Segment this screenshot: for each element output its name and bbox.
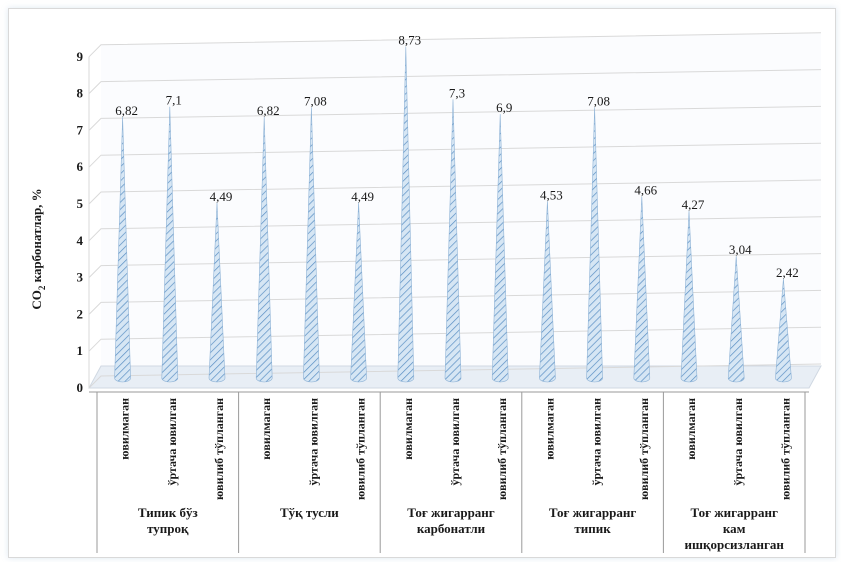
data-label: 6,82 — [115, 103, 138, 118]
group-label: Типик бўз — [138, 505, 198, 520]
data-label: 7,08 — [304, 93, 327, 108]
gridline — [88, 69, 822, 94]
group-label: Тоғ жигарранг — [407, 505, 495, 520]
data-label: 3,04 — [729, 242, 752, 257]
data-label: 7,3 — [449, 85, 465, 100]
category-label: ювилмаган — [401, 398, 415, 460]
y-tick-label: 2 — [77, 306, 84, 321]
y-tick-label: 6 — [77, 159, 84, 174]
cone-bar — [491, 114, 509, 383]
group-label: кам — [723, 521, 746, 536]
group-label: типик — [574, 521, 611, 536]
y-tick-label: 3 — [77, 270, 84, 285]
gridline — [88, 105, 822, 131]
category-label: ўртача ювилган — [448, 398, 462, 486]
cone-bar — [680, 210, 698, 383]
cone-bar — [303, 107, 320, 383]
y-axis-label: CO2 карбонатлар, % — [29, 188, 47, 309]
category-label: ўртача ювилган — [165, 398, 179, 486]
data-label: 7,08 — [587, 93, 610, 108]
y-tick-label: 8 — [77, 86, 84, 101]
data-labels: 6,82 7,1 4,49 6,82 7,08 4,49 8,73 7,3 6,9 4,53 7,0… — [115, 33, 799, 280]
category-label: ўртача ювилган — [590, 398, 604, 486]
category-label: ювилиб тўпланган — [778, 398, 792, 500]
cone-bar — [397, 46, 415, 383]
y-tick-label: 4 — [77, 233, 84, 248]
category-label: ўртача ювилган — [306, 398, 320, 486]
group-label: карбонатли — [417, 521, 486, 536]
category-label: ювилмаган — [542, 398, 556, 460]
gridlines — [88, 32, 822, 389]
x-axis-table: ювилмаган ўртача ювилган ювилиб тўпланганТ… — [89, 391, 809, 553]
cone-bar — [255, 117, 273, 383]
category-label: ювилиб тўпланган — [354, 398, 368, 500]
category-label: ювилмаган — [259, 398, 273, 460]
data-label: 6,9 — [496, 100, 512, 115]
y-tick-label: 9 — [77, 49, 84, 64]
group-label: ишқорсизланган — [685, 537, 785, 552]
gridline — [88, 253, 822, 278]
group-label: Тўқ тусли — [280, 505, 339, 520]
cone-bar — [161, 106, 179, 383]
data-label: 7,1 — [166, 93, 182, 108]
gridline — [88, 142, 822, 168]
data-label: 4,27 — [682, 197, 705, 212]
cone-bar — [350, 202, 367, 383]
group-label: Тоғ жигарранг — [549, 505, 637, 520]
cone-bar — [633, 196, 651, 383]
group-label: Тоғ жигарранг — [690, 505, 778, 520]
category-label: ювилиб тўпланган — [637, 398, 651, 500]
back-wall — [101, 32, 821, 377]
category-label: ювилиб тўпланган — [495, 398, 509, 500]
cone-bar — [114, 117, 131, 383]
group-label: тупроқ — [147, 521, 189, 536]
chart-frame: 0 1 2 3 4 5 6 7 8 9 6,82 7,1 4,49 6,82 7,08 4,49 8,73 7,… — [8, 8, 836, 558]
category-label: ювилмаган — [684, 398, 698, 460]
cone-bar — [586, 107, 603, 383]
data-label: 4,53 — [540, 187, 563, 202]
data-label: 6,82 — [257, 103, 280, 118]
y-axis-ticks: 0 1 2 3 4 5 6 7 8 9 — [77, 49, 84, 395]
data-label: 2,42 — [776, 265, 799, 280]
gridline — [88, 179, 822, 205]
category-label: ювилиб тўпланган — [212, 398, 226, 500]
gridline — [88, 289, 822, 315]
cone-bar — [539, 201, 556, 383]
y-tick-label: 7 — [77, 122, 84, 137]
data-label: 4,49 — [210, 189, 233, 204]
category-label: ювилмаган — [118, 398, 132, 460]
category-label: ўртача ювилган — [731, 398, 745, 486]
cone-bars — [114, 46, 792, 383]
gridline — [88, 32, 822, 58]
y-tick-label: 5 — [77, 196, 84, 211]
gridline — [88, 326, 822, 352]
y-tick-label: 0 — [77, 380, 84, 395]
gridline — [88, 363, 822, 389]
y-tick-label: 1 — [77, 343, 84, 358]
cone-bar — [444, 99, 462, 383]
cone-bar — [727, 256, 745, 383]
data-label: 4,49 — [351, 189, 374, 204]
cone-bar — [208, 202, 226, 383]
data-label: 8,73 — [398, 33, 421, 48]
cone-bar-chart: 0 1 2 3 4 5 6 7 8 9 6,82 7,1 4,49 6,82 7,08 4,49 8,73 7,… — [29, 32, 822, 553]
data-label: 4,66 — [634, 183, 657, 198]
gridline — [88, 216, 822, 242]
cone-bar — [775, 278, 792, 383]
